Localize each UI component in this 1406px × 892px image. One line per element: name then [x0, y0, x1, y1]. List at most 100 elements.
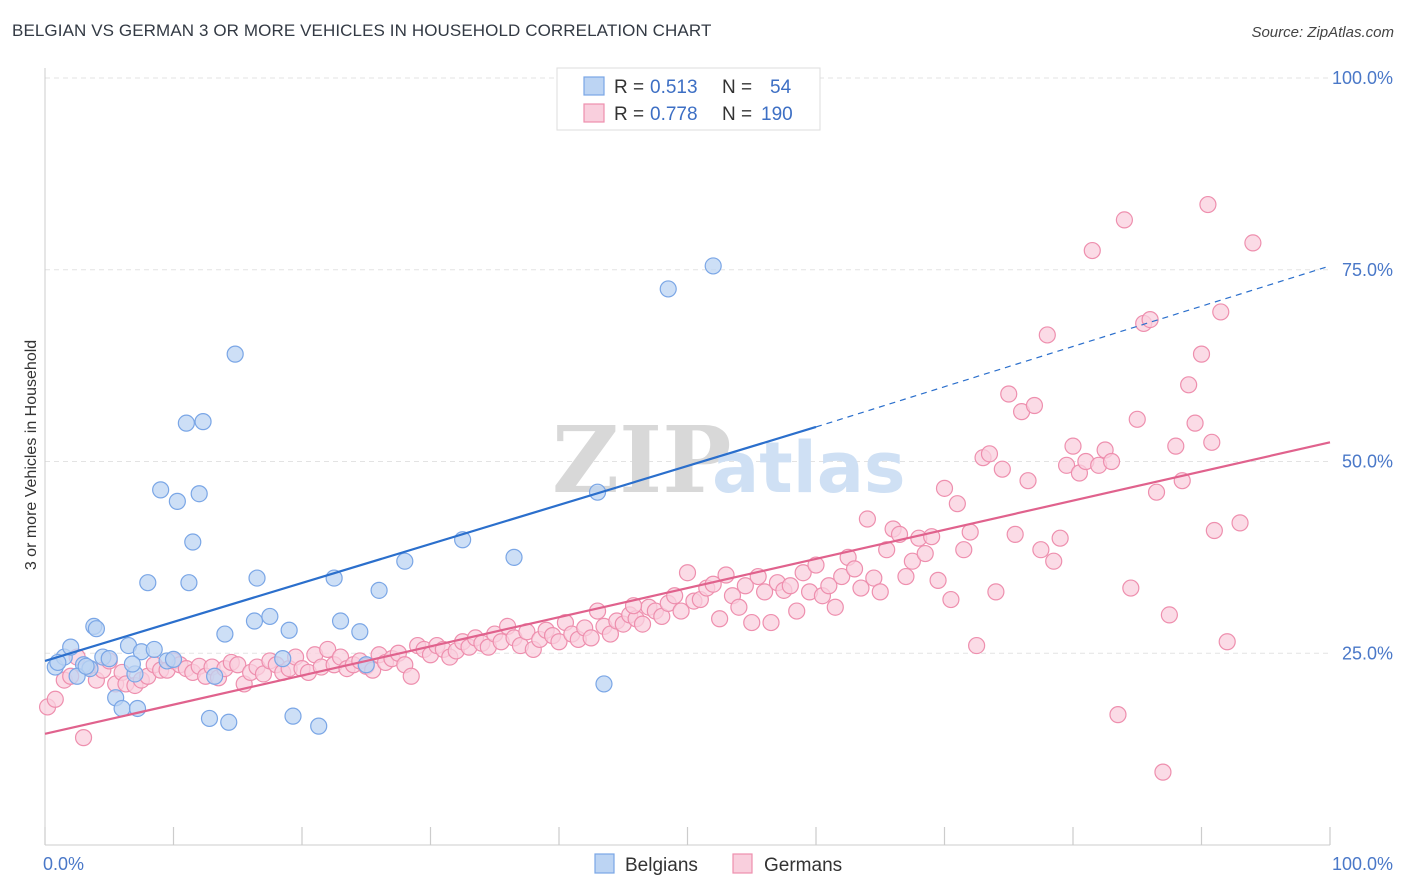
legend-r-value-belgians: 0.513 — [650, 77, 698, 98]
germans-point — [755, 583, 774, 601]
germans-point — [1057, 456, 1076, 474]
belgians-point — [261, 607, 279, 626]
bottom-legend-swatch-belgians — [594, 853, 615, 874]
belgians-point — [206, 667, 224, 685]
watermark-atlas: atlas — [712, 427, 906, 509]
bottom-legend-label-germans: Germans — [764, 855, 842, 876]
germans-point — [993, 460, 1011, 478]
belgians-point — [152, 481, 170, 499]
belgians-point — [248, 569, 266, 587]
germans-point — [845, 560, 864, 578]
germans-point — [807, 556, 825, 574]
belgians-point — [139, 574, 157, 592]
belgians-point — [87, 620, 106, 638]
belgians-point — [77, 657, 95, 675]
legend-n-value-germans: 190 — [761, 104, 793, 125]
belgians-point — [164, 650, 183, 668]
belgians-point — [280, 621, 298, 639]
legend-n-label-germans: N = — [722, 104, 752, 125]
legend-r-label-belgians: R = — [614, 77, 644, 98]
germans-point — [1064, 437, 1082, 455]
germans-point — [833, 567, 851, 586]
trend-line-belgians-extension — [815, 265, 1331, 428]
belgians-point — [145, 640, 163, 659]
germans-point — [929, 571, 947, 589]
legend-r-value-germans: 0.778 — [650, 104, 698, 125]
germans-point — [229, 656, 247, 674]
legend-swatch-germans — [583, 103, 605, 123]
belgians-point — [123, 655, 141, 673]
germans-point — [736, 577, 754, 595]
series-belgians — [46, 257, 722, 735]
belgians-point — [190, 485, 208, 503]
germans-point — [948, 495, 966, 513]
legend-n-value-belgians: 54 — [770, 77, 792, 98]
germans-point — [1203, 433, 1221, 451]
germans-point — [743, 613, 761, 632]
germans-point — [633, 615, 652, 633]
germans-point — [1006, 525, 1024, 543]
germans-point — [820, 577, 838, 595]
germans-point — [826, 598, 844, 616]
germans-point — [1147, 483, 1166, 501]
bottom-legend-swatch-germans — [732, 853, 753, 874]
belgians-point — [216, 625, 234, 643]
belgians-point — [704, 257, 722, 275]
y-tick-label: 100.0% — [1332, 68, 1393, 88]
belgians-point — [351, 623, 369, 641]
x-tick-label-start: 0.0% — [43, 854, 84, 874]
germans-point — [1212, 303, 1230, 321]
germans-point — [865, 569, 883, 587]
germans-point — [788, 602, 806, 620]
germans-point — [1045, 552, 1063, 570]
legend-swatch-belgians — [583, 76, 605, 96]
chart-title: BELGIAN VS GERMAN 3 OR MORE VEHICLES IN … — [12, 21, 712, 40]
germans-point — [1218, 633, 1236, 651]
germans-point — [1115, 211, 1134, 229]
germans-point — [903, 552, 921, 570]
germans-point — [672, 602, 690, 620]
watermark: ZIP atlas — [552, 406, 906, 514]
germans-point — [1032, 541, 1050, 559]
watermark-zip: ZIP — [552, 406, 731, 514]
germans-point — [762, 613, 780, 632]
germans-point — [781, 577, 799, 595]
germans-point — [402, 667, 420, 685]
germans-point — [1180, 376, 1198, 394]
belgians-point — [194, 413, 212, 431]
belgians-point — [659, 280, 677, 298]
belgians-point — [177, 414, 195, 432]
germans-point — [1038, 326, 1056, 344]
germans-point — [1186, 414, 1204, 432]
germans-point — [916, 544, 934, 563]
belgians-point — [284, 707, 302, 725]
germans-point — [1205, 521, 1223, 540]
germans-point — [1025, 396, 1044, 415]
germans-point — [1199, 195, 1217, 214]
trend-lines — [44, 265, 1331, 735]
y-axis-title: 3 or more Vehicles in Household — [23, 340, 40, 570]
germans-point — [1244, 234, 1262, 252]
belgians-point — [168, 492, 186, 510]
germans-point — [942, 590, 960, 609]
germans-point — [1109, 706, 1127, 724]
germans-point — [1051, 529, 1069, 547]
germans-point — [968, 636, 986, 655]
germans-point — [582, 629, 600, 647]
belgians-point — [274, 650, 292, 668]
germans-point — [955, 541, 973, 559]
germans-point — [1160, 606, 1178, 624]
germans-point — [74, 729, 93, 747]
germans-point — [794, 564, 812, 582]
belgians-point — [100, 650, 118, 668]
germans-point — [871, 583, 889, 601]
germans-point — [588, 602, 607, 620]
y-tick-label: 75.0% — [1342, 260, 1393, 280]
germans-point — [897, 567, 915, 586]
germans-point — [1102, 452, 1121, 471]
germans-point — [1154, 763, 1172, 781]
legend-n-label-belgians: N = — [722, 77, 752, 98]
germans-point — [961, 523, 979, 541]
bottom-legend: Belgians Germans — [594, 853, 842, 876]
